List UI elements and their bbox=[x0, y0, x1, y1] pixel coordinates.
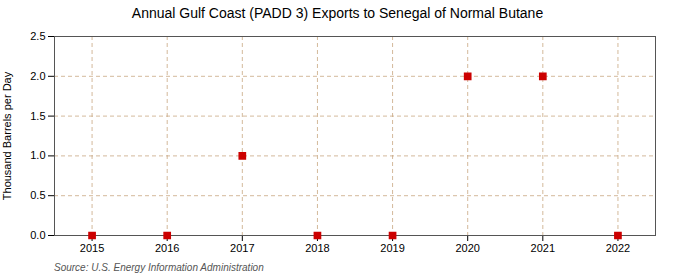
svg-text:0.5: 0.5 bbox=[30, 189, 45, 201]
svg-text:2020: 2020 bbox=[455, 242, 479, 254]
svg-text:1.0: 1.0 bbox=[30, 149, 45, 161]
svg-text:2022: 2022 bbox=[606, 242, 630, 254]
svg-text:2019: 2019 bbox=[380, 242, 404, 254]
svg-text:2015: 2015 bbox=[80, 242, 104, 254]
svg-text:2018: 2018 bbox=[305, 242, 329, 254]
svg-text:1.5: 1.5 bbox=[30, 110, 45, 122]
html-text:Source: U.S. Energy Informatio: Source: U.S. Energy Information Administ… bbox=[54, 262, 264, 273]
svg-text:2021: 2021 bbox=[531, 242, 555, 254]
svg-text:2017: 2017 bbox=[230, 242, 254, 254]
svg-text:2.5: 2.5 bbox=[30, 30, 45, 42]
svg-text:0.0: 0.0 bbox=[30, 229, 45, 241]
svg-text:2016: 2016 bbox=[155, 242, 179, 254]
svg-text:Thousand Barrels per Day: Thousand Barrels per Day bbox=[1, 71, 13, 200]
svg-text:2.0: 2.0 bbox=[30, 70, 45, 82]
html-text:Annual Gulf Coast (PADD 3) Exp: Annual Gulf Coast (PADD 3) Exports to Se… bbox=[131, 5, 544, 21]
